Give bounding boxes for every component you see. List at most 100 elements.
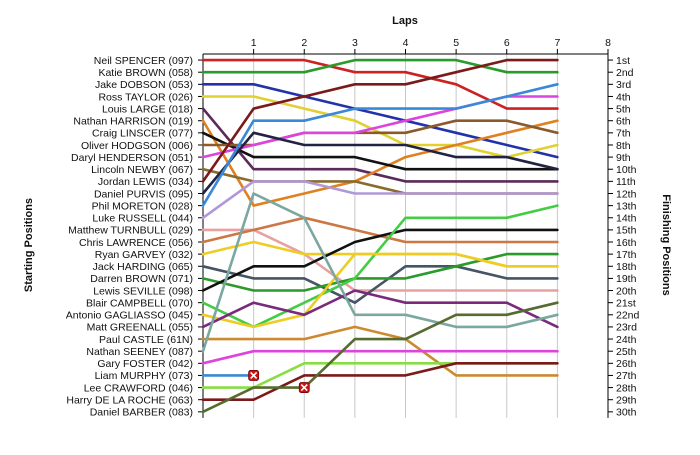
series-line-6: [201, 119, 559, 207]
grid-layer: [253, 54, 609, 418]
series-line-25: [201, 192, 559, 353]
series-line-19: [201, 252, 559, 292]
marker-layer: [248, 370, 310, 393]
retired-marker: [298, 382, 310, 393]
starting-position-label: Lee CRAWFORD (046): [84, 382, 193, 394]
retired-marker: [248, 370, 260, 381]
starting-position-label: Daniel PURVIS (095): [94, 188, 193, 200]
series-line-5: [201, 107, 559, 183]
finishing-position-label: 6th: [616, 116, 631, 128]
starting-position-label: Ross TAYLOR (026): [98, 91, 193, 103]
series-line-22: [201, 252, 559, 329]
finishing-position-label: 12th: [616, 188, 637, 200]
series-line-29: [201, 362, 559, 401]
series-line-14: [201, 180, 559, 220]
finishing-position-label: 16th: [616, 237, 637, 249]
starting-position-label: Nathan HARRISON (019): [73, 116, 193, 128]
series-line-20: [201, 228, 559, 292]
series-line-2: [201, 58, 559, 74]
series-line-26: [201, 349, 559, 365]
x-axis-title: Laps: [392, 15, 418, 27]
finishing-position-label: 15th: [616, 225, 637, 237]
finishing-position-label: 4th: [616, 91, 631, 103]
starting-position-label: Harry DE LA ROCHE (063): [66, 395, 193, 407]
series-line-23: [201, 289, 559, 329]
finishing-position-label: 9th: [616, 152, 631, 164]
starting-position-label: Ryan GARVEY (032): [95, 249, 193, 261]
finishing-position-label: 28th: [616, 382, 637, 394]
starting-position-label: Oliver HODGSON (006): [81, 140, 193, 152]
starting-position-label: Lincoln NEWBY (067): [91, 164, 193, 176]
series-line-7: [201, 131, 559, 171]
starting-position-label: Matthew TURNBULL (029): [68, 225, 193, 237]
series-line-13: [201, 83, 559, 207]
labels-layer: Laps Starting Positions Finishing Positi…: [23, 15, 672, 419]
series-line-9: [201, 95, 559, 159]
lap-label: 7: [554, 37, 560, 49]
lap-label: 4: [403, 37, 409, 49]
finishing-position-label: 22nd: [616, 310, 640, 322]
starting-position-label: Daniel BARBER (083): [90, 407, 193, 419]
finishing-position-label: 29th: [616, 395, 637, 407]
retired-marker-cross: [300, 384, 308, 392]
finishing-position-label: 30th: [616, 407, 637, 419]
starting-position-label: Louis LARGE (018): [102, 103, 193, 115]
finishing-position-label: 13th: [616, 200, 637, 212]
lap-label: 8: [605, 37, 611, 49]
finishing-position-label: 3rd: [616, 79, 631, 91]
lap-label: 3: [352, 37, 358, 49]
retired-marker-cross: [250, 371, 258, 380]
starting-position-label: Jack HARDING (065): [93, 261, 193, 273]
starting-position-label: Liam MURPHY (073): [95, 370, 193, 382]
finishing-position-label: 25th: [616, 346, 637, 358]
finishing-position-label: 2nd: [616, 67, 634, 79]
starting-position-label: Gary FOSTER (042): [97, 358, 193, 370]
series-line-30: [201, 301, 559, 414]
finishing-position-label: 20th: [616, 285, 637, 297]
finishing-position-label: 8th: [616, 140, 631, 152]
starting-position-label: Paul CASTLE (61N): [99, 334, 193, 346]
lap-label: 2: [301, 37, 307, 49]
series-line-12: [201, 131, 559, 195]
series-line-15: [201, 228, 559, 292]
finishing-position-label: 18th: [616, 261, 637, 273]
y-axis-right-title: Finishing Positions: [660, 194, 672, 295]
series-layer: [201, 58, 559, 414]
finishing-position-label: 27th: [616, 370, 637, 382]
finishing-position-label: 23rd: [616, 322, 637, 334]
starting-position-label: Katie BROWN (058): [98, 67, 193, 79]
series-line-11: [201, 58, 559, 183]
starting-position-label: Craig LINSCER (077): [92, 128, 193, 140]
starting-position-label: Jake DOBSON (053): [95, 79, 193, 91]
series-line-1: [201, 58, 559, 110]
starting-position-label: Phil MORETON (028): [92, 200, 193, 212]
finishing-position-label: 21st: [616, 297, 636, 309]
starting-position-label: Chris LAWRENCE (056): [79, 237, 193, 249]
lap-label: 6: [504, 37, 510, 49]
finishing-position-label: 19th: [616, 273, 637, 285]
starting-position-label: Lewis SEVILLE (098): [93, 285, 193, 297]
finishing-position-label: 7th: [616, 128, 631, 140]
finishing-position-label: 1st: [616, 55, 630, 67]
finishing-position-label: 11th: [616, 176, 636, 188]
series-line-24: [201, 325, 559, 377]
starting-position-label: Neil SPENCER (097): [94, 55, 193, 67]
finishing-position-label: 24th: [616, 334, 637, 346]
finishing-position-label: 5th: [616, 103, 631, 115]
finishing-position-label: 17th: [616, 249, 637, 261]
series-line-18: [201, 265, 559, 304]
series-line-3: [201, 83, 559, 159]
starting-position-label: Antonio GAGLIASSO (045): [66, 310, 193, 322]
starting-position-label: Daryl HENDERSON (051): [71, 152, 193, 164]
starting-position-label: Luke RUSSELL (044): [92, 213, 193, 225]
series-line-21: [201, 204, 559, 329]
starting-position-label: Blair CAMPBELL (070): [86, 297, 193, 309]
starting-position-label: Matt GREENALL (055): [87, 322, 193, 334]
y-axis-left-title: Starting Positions: [23, 198, 35, 292]
finishing-position-label: 26th: [616, 358, 637, 370]
starting-position-label: Darren BROWN (071): [90, 273, 193, 285]
starting-position-label: Jordan LEWIS (034): [98, 176, 193, 188]
finishing-position-label: 14th: [616, 213, 637, 225]
